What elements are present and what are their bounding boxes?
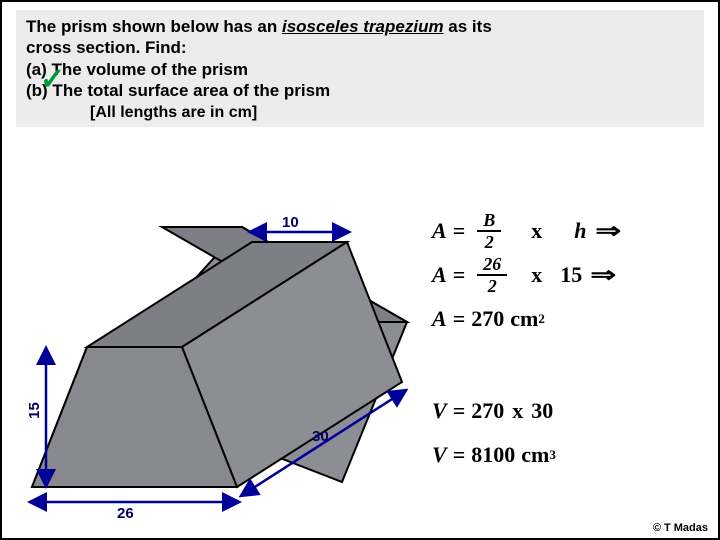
question-line-2: cross section. Find: bbox=[26, 37, 694, 58]
a2-num: 26 bbox=[477, 255, 507, 276]
a-rhs: h bbox=[574, 218, 586, 244]
a2-den: 2 bbox=[488, 276, 497, 295]
prism-diagram bbox=[2, 187, 432, 527]
v-eq: = bbox=[453, 398, 466, 424]
dim-label-height: 15 bbox=[26, 402, 43, 419]
area-formula-numeric: A = 26 2 x 15 ⇒ bbox=[432, 256, 702, 294]
ar-exp: 2 bbox=[538, 311, 545, 327]
ar-unit: cm bbox=[510, 306, 538, 332]
v-lhs: V bbox=[432, 398, 447, 424]
a-frac: B 2 bbox=[477, 211, 501, 251]
vr-lhs: V bbox=[432, 442, 447, 468]
dim-label-top: 10 bbox=[282, 214, 299, 231]
arrow-icon-2: ⇒ bbox=[591, 262, 617, 288]
v-b: 30 bbox=[531, 398, 553, 424]
v-op: x bbox=[512, 398, 523, 424]
dim-label-bottom: 26 bbox=[117, 505, 134, 522]
a-eq: = bbox=[453, 218, 466, 244]
ar-eq: = bbox=[453, 306, 466, 332]
ar-val: 270 bbox=[471, 306, 504, 332]
checkmark-icon: ✓ bbox=[40, 62, 65, 97]
dim-label-length: 30 bbox=[312, 428, 329, 445]
a2-frac: 26 2 bbox=[477, 255, 507, 295]
question-box: The prism shown below has an isosceles t… bbox=[16, 10, 704, 127]
vr-eq: = bbox=[453, 442, 466, 468]
intro-1: The prism shown below has an bbox=[26, 17, 282, 36]
question-part-a: (a) The volume of the prism bbox=[26, 59, 694, 80]
a2-op: x bbox=[531, 262, 542, 288]
a-lhs: A bbox=[432, 218, 447, 244]
a2-lhs: A bbox=[432, 262, 447, 288]
ar-lhs: A bbox=[432, 306, 447, 332]
v-a: 270 bbox=[471, 398, 504, 424]
a-op: x bbox=[531, 218, 542, 244]
keyword: isosceles trapezium bbox=[282, 17, 444, 36]
volume-result: V = 8100 cm3 bbox=[432, 436, 702, 474]
volume-formula: V = 270 x 30 bbox=[432, 392, 702, 430]
question-part-b: (b) The total surface area of the prism bbox=[26, 80, 694, 101]
units-note: [All lengths are in cm] bbox=[90, 103, 694, 123]
vr-val: 8100 bbox=[471, 442, 515, 468]
intro-2: as its bbox=[444, 17, 492, 36]
a-num: B bbox=[477, 211, 501, 232]
copyright: © T Madas bbox=[653, 522, 708, 534]
a-den: 2 bbox=[485, 232, 494, 251]
a2-rhs: 15 bbox=[560, 262, 582, 288]
area-formula-symbolic: A = B 2 x h ⇒ bbox=[432, 212, 702, 250]
formula-area: A = B 2 x h ⇒ A = 26 2 x 15 ⇒ A = 270 cm… bbox=[432, 212, 702, 480]
arrow-icon: ⇒ bbox=[595, 218, 621, 244]
vr-exp: 3 bbox=[549, 447, 556, 463]
a2-eq: = bbox=[453, 262, 466, 288]
area-result: A = 270 cm2 bbox=[432, 300, 702, 338]
question-line-1: The prism shown below has an isosceles t… bbox=[26, 16, 694, 37]
vr-unit: cm bbox=[521, 442, 549, 468]
